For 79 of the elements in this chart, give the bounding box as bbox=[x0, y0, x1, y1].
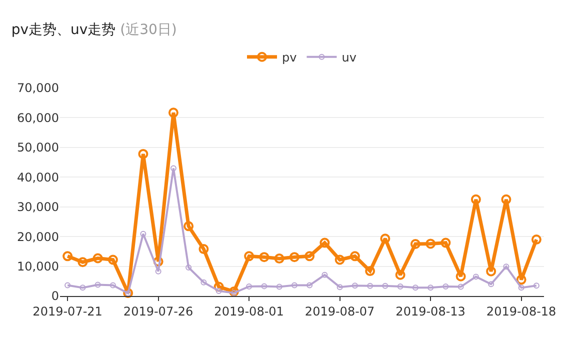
point bbox=[412, 284, 418, 291]
y-tick-label: 0 bbox=[51, 289, 59, 304]
point bbox=[334, 254, 345, 265]
point bbox=[533, 282, 540, 289]
point bbox=[382, 282, 388, 289]
point bbox=[214, 282, 224, 292]
point bbox=[516, 274, 526, 285]
point bbox=[488, 281, 494, 288]
point bbox=[367, 282, 374, 289]
point bbox=[92, 253, 103, 264]
point bbox=[503, 264, 510, 270]
y-tick-label: 50,000 bbox=[17, 140, 59, 155]
point bbox=[184, 221, 194, 232]
point bbox=[153, 256, 164, 267]
y-tick-label: 60,000 bbox=[17, 110, 59, 125]
y-tick-label: 20,000 bbox=[17, 230, 59, 244]
point bbox=[472, 274, 479, 280]
point bbox=[259, 252, 270, 262]
point bbox=[380, 234, 390, 244]
point bbox=[486, 266, 496, 276]
x-tick-label: 2019-08-01 bbox=[214, 304, 284, 318]
point bbox=[320, 238, 330, 248]
point bbox=[518, 284, 524, 291]
point bbox=[426, 238, 436, 249]
point bbox=[244, 251, 254, 262]
point bbox=[350, 251, 360, 262]
x-tick-label: 2019-08-13 bbox=[396, 304, 466, 318]
point bbox=[276, 284, 282, 290]
x-tick-label: 2019-08-18 bbox=[486, 304, 556, 318]
point bbox=[80, 284, 86, 291]
y-tick-label: 70,000 bbox=[17, 81, 59, 96]
point bbox=[110, 282, 116, 288]
point bbox=[458, 284, 464, 290]
point bbox=[291, 282, 298, 288]
point bbox=[336, 284, 343, 290]
point bbox=[306, 282, 313, 288]
point bbox=[64, 282, 71, 288]
legend-label: uv bbox=[342, 50, 356, 65]
x-tick-label: 2019-07-26 bbox=[123, 304, 194, 318]
point bbox=[200, 279, 207, 286]
point bbox=[440, 238, 451, 248]
point bbox=[352, 282, 358, 289]
point bbox=[216, 288, 222, 294]
point bbox=[108, 254, 118, 265]
point bbox=[410, 239, 420, 249]
point bbox=[78, 257, 88, 268]
point bbox=[140, 230, 146, 237]
point bbox=[62, 251, 73, 262]
point bbox=[442, 283, 449, 290]
x-tick-label: 2019-08-07 bbox=[304, 304, 375, 318]
point bbox=[246, 283, 252, 290]
point bbox=[186, 264, 192, 270]
point bbox=[274, 254, 284, 264]
y-tick-label: 30,000 bbox=[17, 200, 59, 214]
point bbox=[198, 244, 209, 254]
point bbox=[395, 270, 406, 280]
point bbox=[155, 268, 162, 274]
point bbox=[531, 234, 542, 245]
point bbox=[501, 194, 512, 204]
legend-label: pv bbox=[282, 50, 297, 65]
point bbox=[228, 286, 239, 297]
chart-subtitle: (近30日) bbox=[120, 22, 177, 38]
point bbox=[94, 282, 101, 288]
point bbox=[168, 108, 178, 118]
point bbox=[322, 272, 328, 278]
point bbox=[138, 148, 148, 159]
point bbox=[170, 165, 176, 172]
chart-title: pv走势、uv走势 bbox=[11, 22, 116, 38]
point bbox=[261, 283, 268, 290]
point bbox=[428, 284, 434, 291]
point bbox=[365, 266, 376, 276]
point bbox=[289, 252, 300, 262]
y-tick-label: 40,000 bbox=[17, 170, 59, 184]
x-tick-label: 2019-07-21 bbox=[32, 304, 102, 318]
point bbox=[397, 283, 404, 290]
point bbox=[304, 251, 315, 262]
point bbox=[456, 271, 466, 282]
point bbox=[470, 194, 481, 204]
y-tick-label: 10,000 bbox=[17, 259, 59, 274]
